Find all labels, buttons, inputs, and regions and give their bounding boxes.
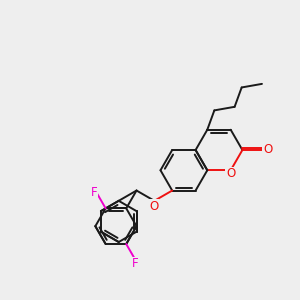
Text: F: F	[132, 257, 138, 270]
Text: O: O	[263, 143, 272, 156]
Text: O: O	[226, 167, 235, 180]
Text: F: F	[91, 186, 97, 199]
Text: O: O	[149, 200, 158, 213]
